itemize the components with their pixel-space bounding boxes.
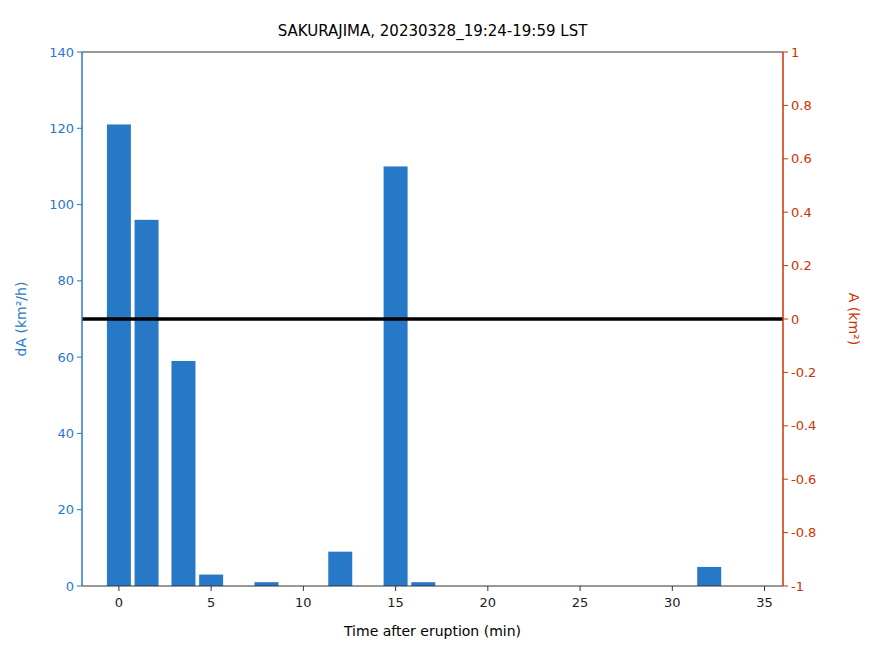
y2-tick-label: -0.6: [791, 472, 816, 487]
bar: [199, 575, 223, 586]
frame-top: [82, 52, 783, 53]
y2-tick: [783, 372, 788, 373]
x-tick: [211, 586, 212, 591]
y2-tick: [783, 479, 788, 480]
bar: [697, 567, 721, 586]
x-tick: [764, 586, 765, 591]
x-tick-label: 35: [756, 595, 773, 610]
y-tick-label: 20: [57, 502, 74, 517]
y-tick: [77, 204, 82, 205]
chart-svg: 05101520253035020406080100120140-1-0.8-0…: [0, 0, 875, 656]
y2-tick-label: 0.8: [791, 98, 812, 113]
y2-tick-label: -1: [791, 579, 804, 594]
x-tick: [395, 586, 396, 591]
y2-tick: [783, 265, 788, 266]
y-tick: [77, 357, 82, 358]
x-tick-label: 10: [295, 595, 312, 610]
plot-area: [82, 124, 783, 586]
x-tick: [118, 586, 119, 591]
y2-tick-label: -0.8: [791, 525, 816, 540]
y-tick: [77, 586, 82, 587]
y-tick-label: 40: [57, 426, 74, 441]
y2-tick-label: 0.4: [791, 205, 812, 220]
y2-tick: [783, 105, 788, 106]
x-tick-label: 20: [480, 595, 497, 610]
x-tick-label: 30: [664, 595, 681, 610]
y-tick-label: 60: [57, 350, 74, 365]
y-tick: [77, 52, 82, 53]
y-tick: [77, 509, 82, 510]
y2-axis-label: A (km²): [846, 293, 862, 345]
y2-tick-label: 1: [791, 45, 799, 60]
y2-tick: [783, 425, 788, 426]
y2-tick: [783, 532, 788, 533]
y-tick-label: 120: [49, 121, 74, 136]
bar: [384, 166, 408, 586]
y2-tick-label: 0: [791, 312, 799, 327]
y2-tick-label: -0.2: [791, 365, 816, 380]
y2-tick: [783, 212, 788, 213]
reference-line: [82, 317, 783, 321]
background: [0, 0, 875, 656]
x-tick: [672, 586, 673, 591]
y-tick-label: 0: [66, 579, 74, 594]
x-tick: [303, 586, 304, 591]
bar: [171, 361, 195, 586]
y-tick: [77, 128, 82, 129]
x-axis-line: [82, 586, 783, 587]
y2-tick: [783, 158, 788, 159]
x-tick: [487, 586, 488, 591]
bar: [254, 582, 278, 586]
y-tick-label: 100: [49, 197, 74, 212]
y2-tick-label: 0.2: [791, 258, 812, 273]
y-tick-label: 80: [57, 273, 74, 288]
bar: [107, 124, 131, 586]
x-tick: [580, 586, 581, 591]
y2-tick-label: 0.6: [791, 151, 812, 166]
y2-tick: [783, 52, 788, 53]
y-axis-label: dA (km²/h): [13, 282, 29, 357]
x-tick-label: 5: [207, 595, 215, 610]
chart-container: 05101520253035020406080100120140-1-0.8-0…: [0, 0, 875, 656]
y2-tick: [783, 586, 788, 587]
title: SAKURAJIMA, 20230328_19:24-19:59 LST: [278, 22, 588, 41]
bar: [135, 220, 159, 586]
y-tick: [77, 433, 82, 434]
x-axis-label: Time after eruption (min): [343, 623, 521, 639]
y-tick-label: 140: [49, 45, 74, 60]
y-tick: [77, 280, 82, 281]
x-tick-label: 0: [115, 595, 123, 610]
y2-tick-label: -0.4: [791, 418, 816, 433]
y2-tick: [783, 319, 788, 320]
bar: [411, 582, 435, 586]
x-tick-label: 15: [387, 595, 404, 610]
bar: [328, 552, 352, 586]
y-axis-line: [81, 52, 83, 586]
x-tick-label: 25: [572, 595, 589, 610]
